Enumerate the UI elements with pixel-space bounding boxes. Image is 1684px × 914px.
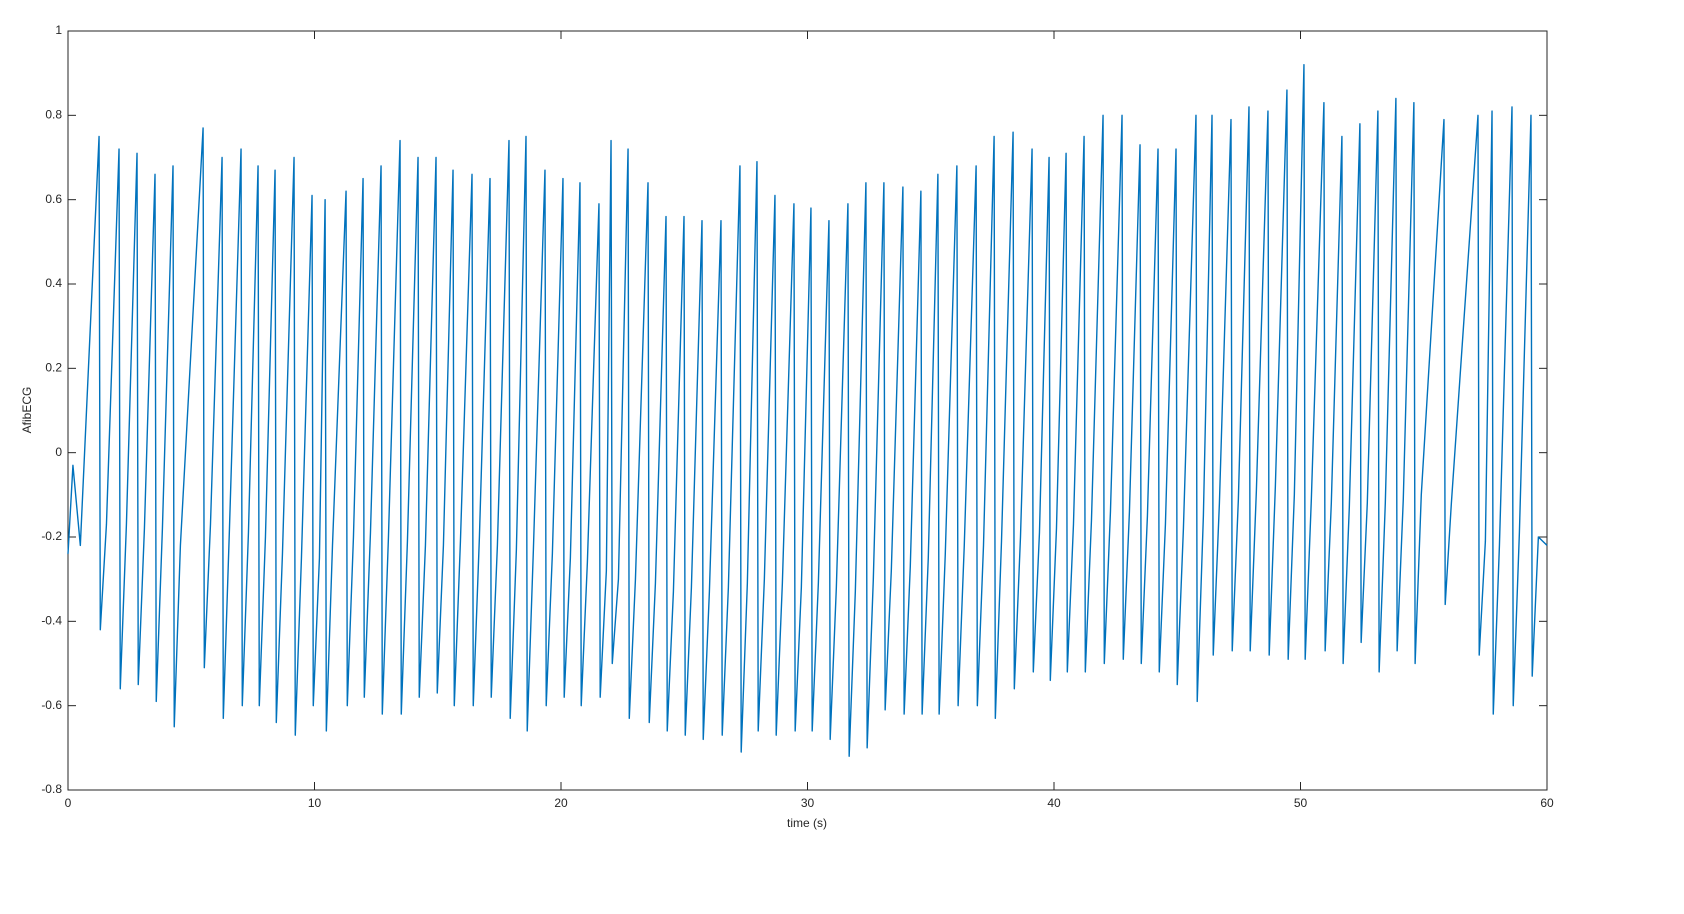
x-tick-label: 40	[1047, 796, 1061, 810]
x-tick-label: 50	[1294, 796, 1308, 810]
y-axis-label: AfibECG	[20, 387, 34, 434]
y-tick-label: -0.6	[41, 698, 62, 712]
y-tick-label: -0.8	[41, 782, 62, 796]
x-tick-label: 60	[1540, 796, 1554, 810]
y-tick-label: 1	[55, 23, 62, 37]
y-tick-label: -0.2	[41, 529, 62, 543]
x-tick-label: 10	[308, 796, 322, 810]
x-tick-label: 20	[554, 796, 568, 810]
y-tick-label: 0.8	[45, 108, 62, 122]
y-tick-label: -0.4	[41, 614, 62, 628]
x-tick-label: 30	[801, 796, 815, 810]
x-tick-label: 0	[65, 796, 72, 810]
y-tick-label: 0.2	[45, 361, 62, 375]
x-axis-label: time (s)	[787, 816, 827, 830]
y-tick-label: 0	[55, 445, 62, 459]
signal-line	[67, 64, 1548, 757]
y-tick-label: 0.4	[45, 276, 62, 290]
y-tick-label: 0.6	[45, 192, 62, 206]
